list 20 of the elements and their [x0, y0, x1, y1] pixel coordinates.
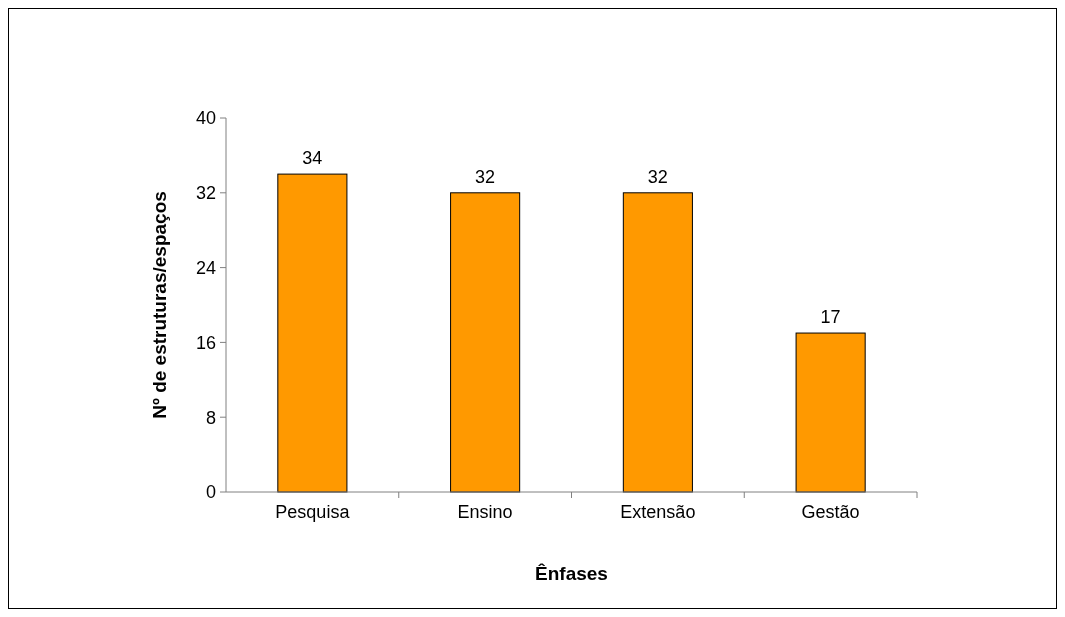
x-tick-label: Ensino: [457, 502, 513, 522]
data-label: 32: [647, 166, 668, 187]
bar: [795, 332, 866, 493]
x-tick-label: Extensão: [620, 502, 696, 522]
y-tick-label: 32: [195, 183, 216, 204]
y-tick-label: 16: [195, 332, 216, 353]
bar: [277, 173, 348, 493]
x-tick-label: Gestão: [801, 502, 860, 522]
y-axis-title: Nº de estruturas/espaços: [149, 191, 170, 419]
data-label: 34: [302, 148, 323, 169]
y-tick-label: 24: [195, 257, 216, 278]
data-label: 32: [475, 166, 496, 187]
y-tick-label: 8: [205, 407, 216, 428]
x-tick-label: Pesquisa: [275, 502, 351, 522]
bar: [622, 192, 693, 493]
y-tick-label: 40: [195, 108, 216, 129]
data-label: 17: [820, 307, 841, 328]
y-tick-label: 0: [205, 482, 216, 503]
bar: [450, 192, 521, 493]
x-axis-title: Ênfases: [535, 563, 608, 584]
